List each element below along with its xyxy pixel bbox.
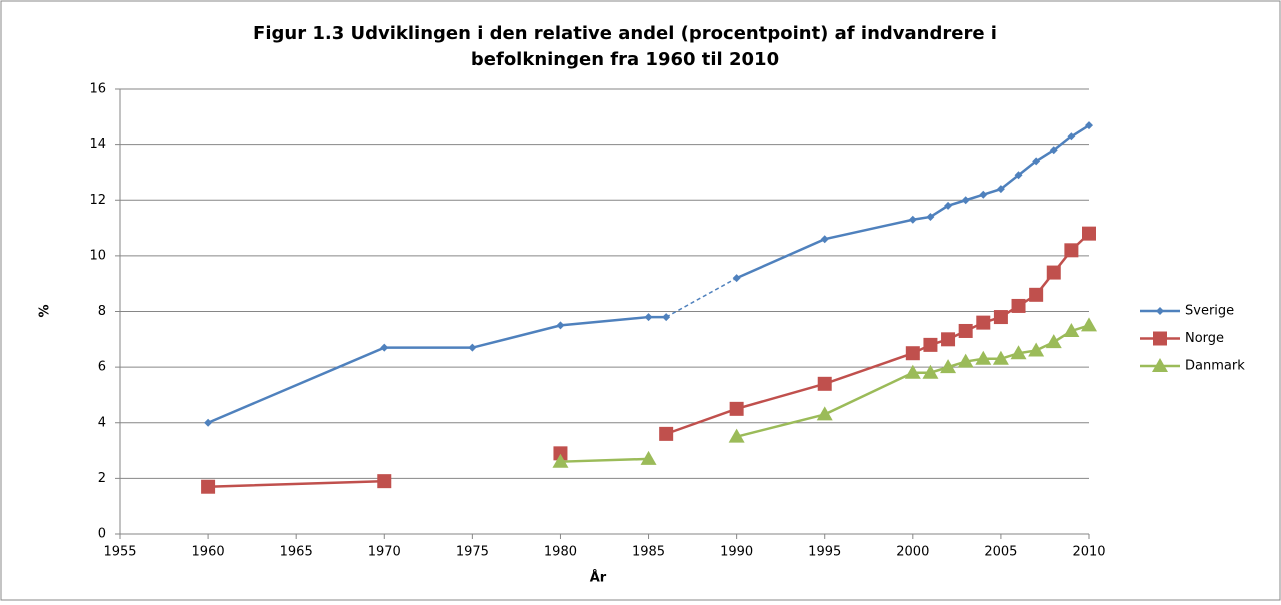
- marker: [644, 313, 653, 322]
- marker: [729, 401, 744, 416]
- marker: [940, 359, 957, 374]
- marker: [732, 274, 741, 283]
- marker: [1082, 226, 1096, 241]
- x-tick-label: 1955: [103, 545, 136, 560]
- marker: [992, 350, 1009, 365]
- x-axis-label: År: [590, 570, 607, 586]
- marker: [1028, 342, 1045, 357]
- y-tick-label: 0: [98, 527, 106, 542]
- marker: [204, 418, 213, 427]
- marker: [922, 364, 939, 379]
- marker: [1045, 334, 1062, 349]
- marker: [1067, 132, 1076, 141]
- marker: [1063, 322, 1080, 337]
- y-tick-label: 6: [98, 360, 106, 375]
- marker: [201, 479, 216, 494]
- y-tick-label: 12: [89, 193, 106, 208]
- legend-label: Danmark: [1185, 359, 1245, 374]
- x-tick-label: 1980: [544, 545, 577, 560]
- legend-label: Sverige: [1185, 304, 1234, 319]
- x-tick-label: 1960: [192, 545, 225, 560]
- y-tick-label: 14: [89, 137, 106, 152]
- marker: [975, 350, 992, 365]
- marker: [904, 364, 921, 379]
- marker: [957, 353, 974, 368]
- marker: [1046, 265, 1061, 280]
- marker: [377, 474, 392, 489]
- y-tick-label: 16: [89, 82, 106, 97]
- marker: [728, 428, 745, 443]
- marker: [552, 453, 569, 468]
- x-tick-label: 1970: [368, 545, 401, 560]
- marker: [1085, 121, 1093, 130]
- marker: [961, 196, 970, 205]
- marker: [1010, 345, 1027, 360]
- marker: [1014, 171, 1023, 180]
- legend-label: Norge: [1185, 331, 1224, 346]
- y-axis-label: %: [38, 304, 53, 317]
- marker: [1153, 331, 1167, 346]
- x-tick-label: 2010: [1072, 545, 1105, 560]
- marker: [1152, 358, 1168, 372]
- marker: [996, 185, 1005, 194]
- x-tick-label: 1965: [280, 545, 313, 560]
- marker: [1011, 298, 1026, 313]
- marker: [958, 323, 973, 338]
- y-tick-label: 4: [98, 415, 106, 430]
- marker: [553, 446, 568, 461]
- marker: [468, 343, 477, 352]
- marker: [380, 343, 389, 352]
- marker: [1081, 317, 1097, 332]
- marker: [923, 337, 938, 352]
- y-tick-label: 8: [98, 304, 106, 319]
- marker: [1029, 287, 1044, 302]
- chart-title: befolkningen fra 1960 til 2010: [471, 49, 779, 70]
- y-tick-label: 2: [98, 471, 106, 486]
- marker: [944, 201, 953, 210]
- marker: [976, 315, 991, 330]
- x-tick-label: 1975: [456, 545, 489, 560]
- marker: [1049, 146, 1058, 155]
- marker: [640, 450, 657, 465]
- marker: [1032, 157, 1041, 166]
- marker: [820, 235, 829, 244]
- chart-title: Figur 1.3 Udviklingen i den relative and…: [253, 23, 997, 44]
- marker: [979, 190, 988, 199]
- marker: [941, 332, 956, 347]
- x-tick-label: 2005: [984, 545, 1017, 560]
- y-tick-label: 10: [89, 248, 106, 263]
- marker: [659, 426, 674, 441]
- marker: [908, 215, 917, 224]
- marker: [662, 313, 671, 322]
- marker: [556, 321, 565, 330]
- marker: [993, 310, 1008, 325]
- marker: [1156, 307, 1164, 315]
- marker: [816, 406, 833, 421]
- x-tick-label: 2000: [896, 545, 929, 560]
- x-tick-label: 1985: [632, 545, 665, 560]
- marker: [1064, 243, 1079, 258]
- x-tick-label: 1990: [720, 545, 753, 560]
- marker: [926, 212, 935, 221]
- x-tick-label: 1995: [808, 545, 841, 560]
- marker: [905, 346, 920, 361]
- marker: [817, 376, 832, 391]
